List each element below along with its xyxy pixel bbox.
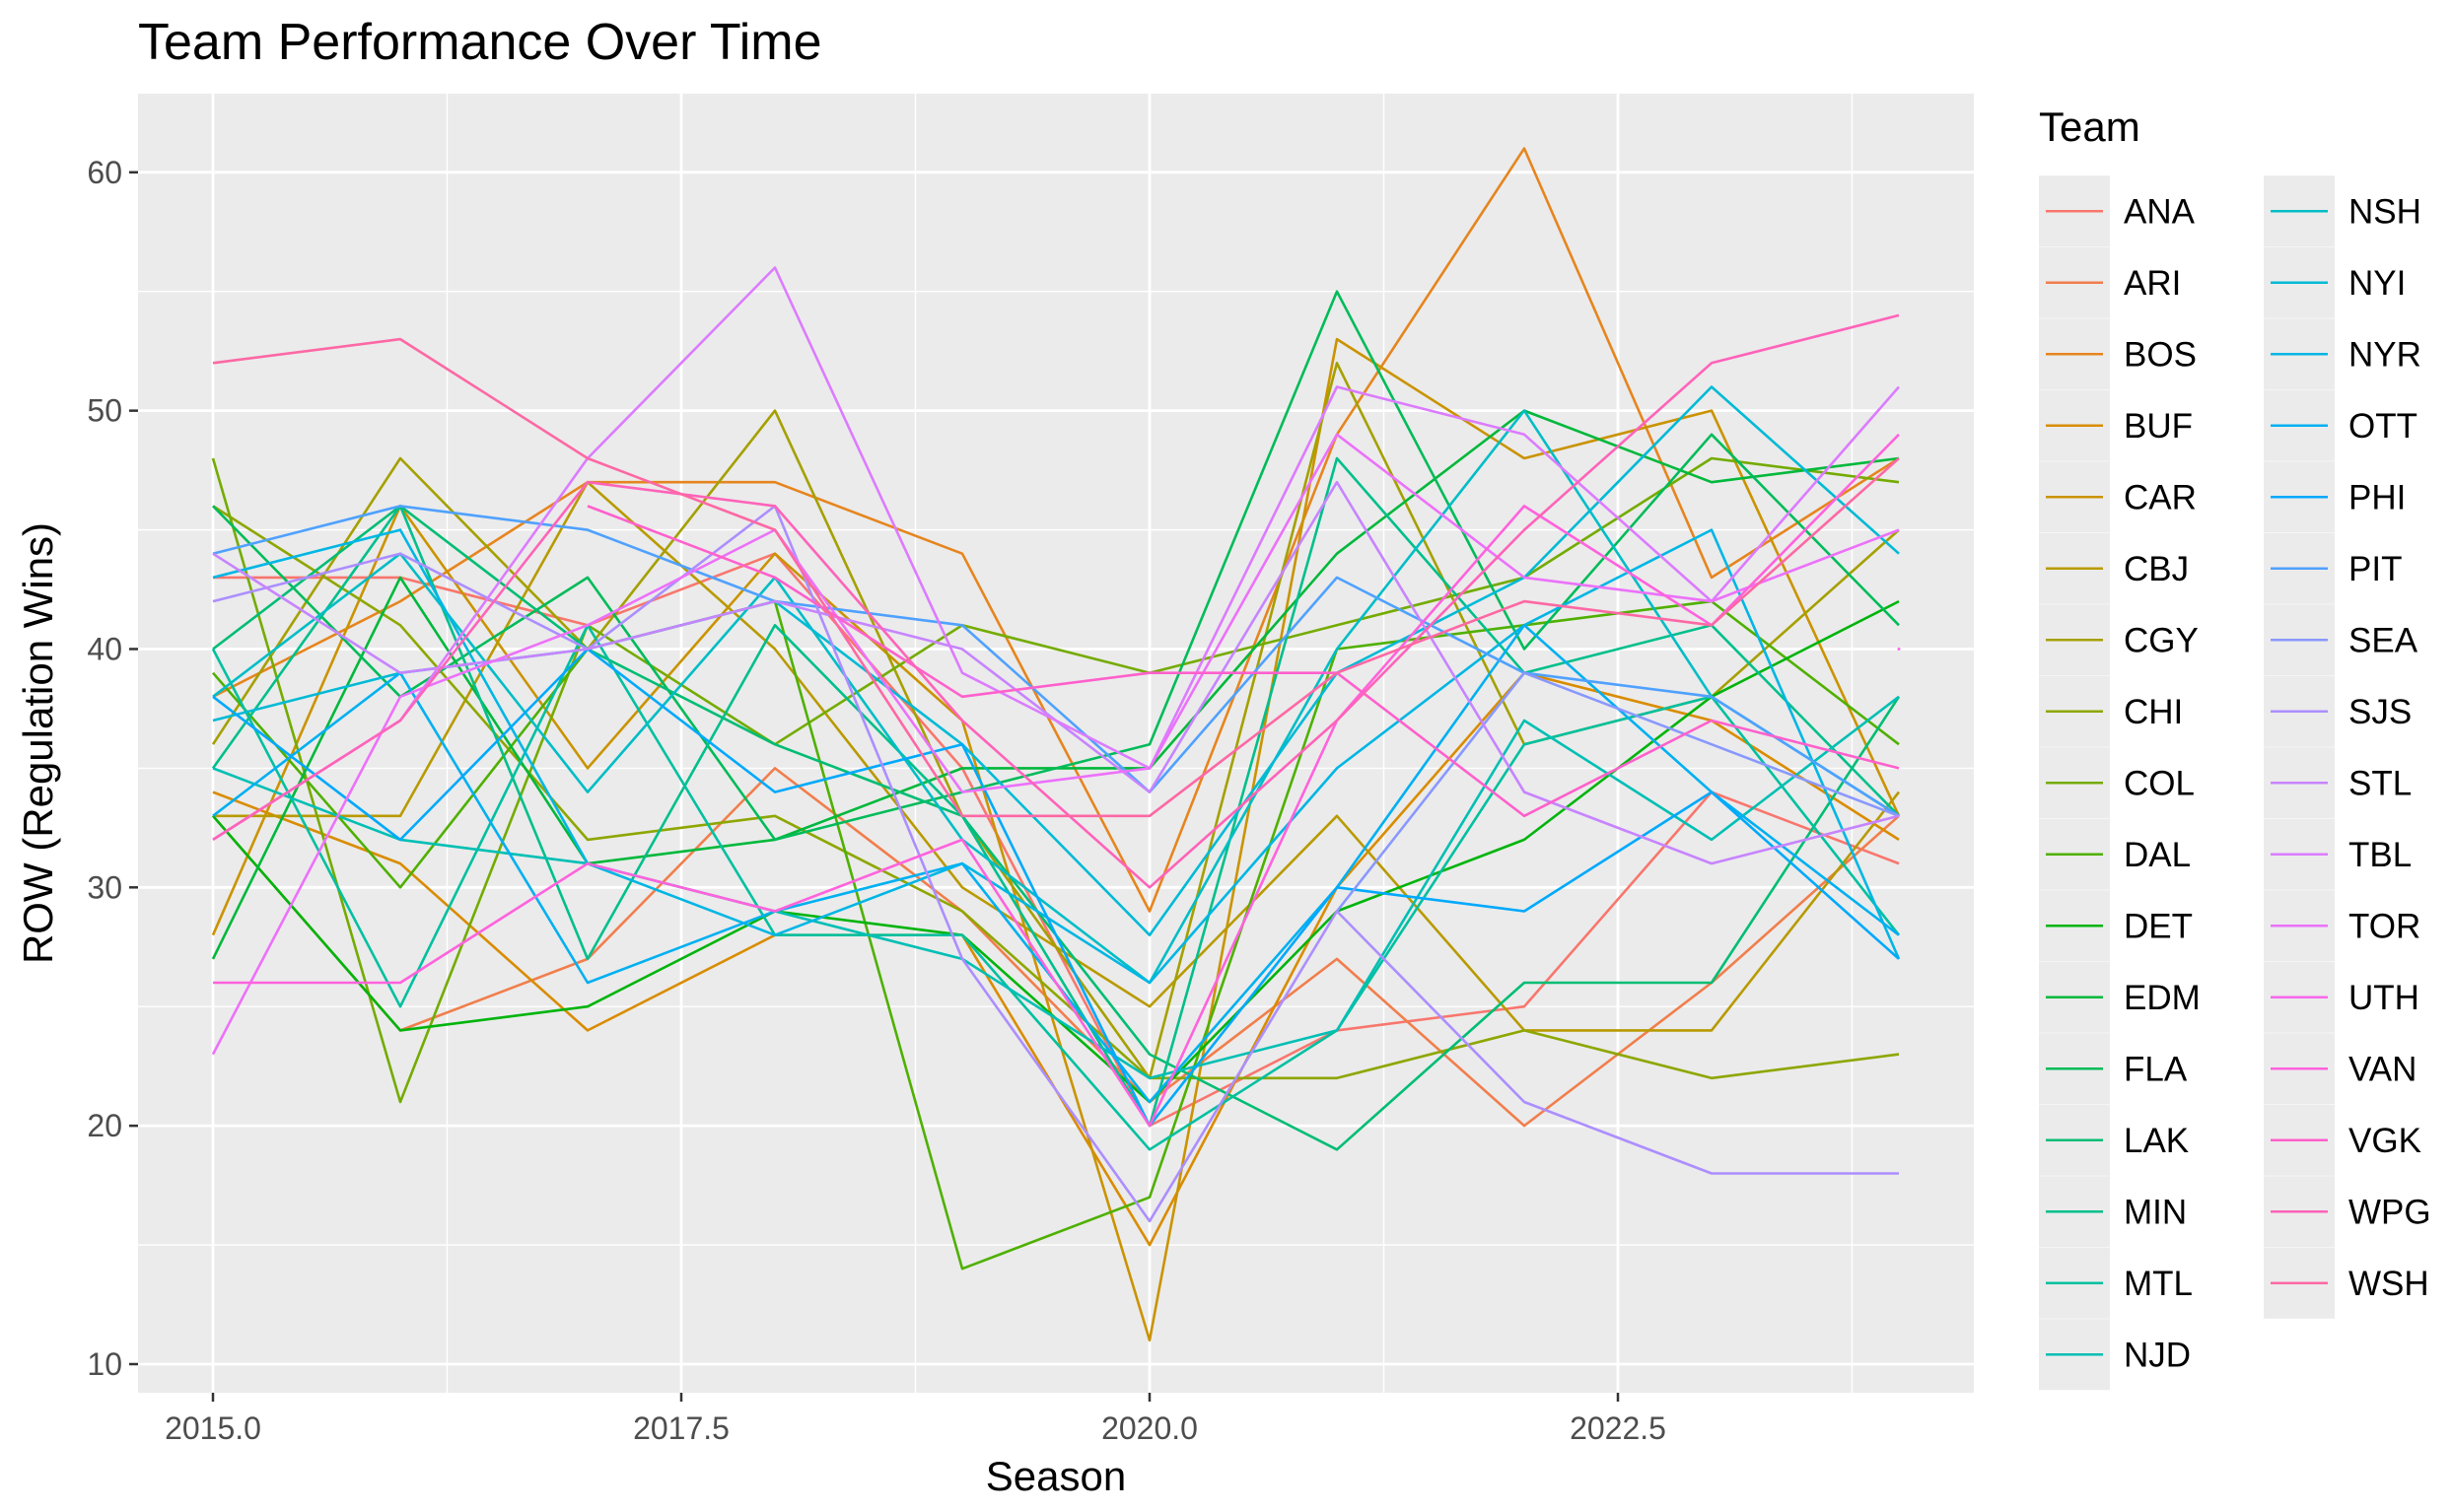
series-line-tbl	[212, 266, 1900, 841]
legend-label-car: CAR	[2124, 478, 2197, 516]
legend-label-ott: OTT	[2348, 407, 2417, 446]
series-line-wpg	[212, 313, 1900, 889]
legend-label-cbj: CBJ	[2124, 550, 2189, 588]
legend-label-min: MIN	[2124, 1193, 2187, 1231]
series-line-bos	[212, 147, 1900, 913]
legend-label-cgy: CGY	[2124, 621, 2199, 659]
legend-label-sea: SEA	[2348, 621, 2418, 659]
plot-panel	[138, 94, 1974, 1393]
x-tick-label: 2020.0	[1101, 1410, 1198, 1446]
legend-label-njd: NJD	[2124, 1336, 2191, 1374]
legend-label-phi: PHI	[2348, 478, 2406, 516]
legend-label-col: COL	[2124, 764, 2195, 802]
legend-label-buf: BUF	[2124, 407, 2193, 446]
legend-label-fla: FLA	[2124, 1050, 2188, 1088]
series-line-nsh	[212, 409, 1900, 985]
legend-label-dal: DAL	[2124, 836, 2191, 874]
y-tick-label: 20	[87, 1108, 122, 1143]
series-lines	[211, 147, 1901, 1342]
series-line-wsh	[212, 337, 1900, 818]
legend-label-mtl: MTL	[2124, 1265, 2193, 1303]
legend-label-lak: LAK	[2124, 1122, 2189, 1160]
y-tick-label: 60	[87, 155, 122, 190]
legend-label-nyi: NYI	[2348, 264, 2406, 303]
legend-label-wsh: WSH	[2348, 1265, 2429, 1303]
y-axis: 10 20 30 40 50 60	[87, 155, 138, 1382]
series-line-sea	[1335, 671, 1900, 913]
legend-items: ANA ARI BOS BUF CAR CBJ CGY CHI COL DAL DET EDM FLA L…	[2039, 175, 2431, 1391]
y-tick-label: 40	[87, 631, 122, 666]
series-line-pit	[212, 505, 1900, 817]
x-tick-label: 2017.5	[633, 1410, 730, 1446]
x-axis-title: Season	[986, 1453, 1126, 1499]
legend-title: Team	[2039, 103, 2140, 150]
legend-label-chi: CHI	[2124, 693, 2183, 731]
chart-title: Team Performance Over Time	[138, 14, 822, 71]
y-tick-label: 30	[87, 869, 122, 905]
y-tick-label: 50	[87, 393, 122, 429]
legend-label-ana: ANA	[2124, 192, 2196, 231]
series-line-van	[213, 433, 1900, 1128]
series-line-nyr	[212, 528, 1901, 985]
legend: Team ANA ARI BOS BUF CAR CBJ CGY CHI COL DAL DET ED…	[2039, 103, 2431, 1391]
legend-label-wpg: WPG	[2348, 1193, 2431, 1231]
legend-label-edm: EDM	[2124, 979, 2201, 1017]
series-line-min	[211, 456, 1900, 1128]
series-line-vgk	[587, 505, 1900, 818]
legend-label-van: VAN	[2348, 1050, 2417, 1088]
y-tick-label: 10	[87, 1346, 122, 1382]
legend-label-stl: STL	[2348, 764, 2412, 802]
legend-label-det: DET	[2124, 907, 2193, 945]
series-line-phi	[212, 648, 1900, 1128]
legend-label-uth: UTH	[2348, 979, 2419, 1017]
x-tick-label: 2022.5	[1570, 1410, 1666, 1446]
legend-label-tbl: TBL	[2348, 836, 2412, 874]
series-line-fla	[212, 290, 1900, 842]
legend-label-ari: ARI	[2124, 264, 2181, 303]
legend-label-nyr: NYR	[2348, 335, 2421, 374]
x-axis: 2015.0 2017.5 2020.0 2022.5	[165, 1393, 1666, 1446]
series-line-tor	[211, 433, 1900, 1056]
series-line-njd	[212, 695, 1900, 1080]
y-axis-title: ROW (Regulation Wins)	[15, 522, 61, 964]
legend-label-tor: TOR	[2348, 907, 2420, 945]
series-line-mtl	[211, 623, 1901, 1151]
legend-label-sjs: SJS	[2348, 693, 2412, 731]
legend-label-pit: PIT	[2348, 550, 2402, 588]
series-point-uth	[1897, 648, 1901, 651]
x-tick-label: 2015.0	[165, 1410, 261, 1446]
legend-label-nsh: NSH	[2348, 192, 2421, 231]
legend-label-bos: BOS	[2124, 335, 2197, 374]
legend-label-vgk: VGK	[2348, 1122, 2421, 1160]
